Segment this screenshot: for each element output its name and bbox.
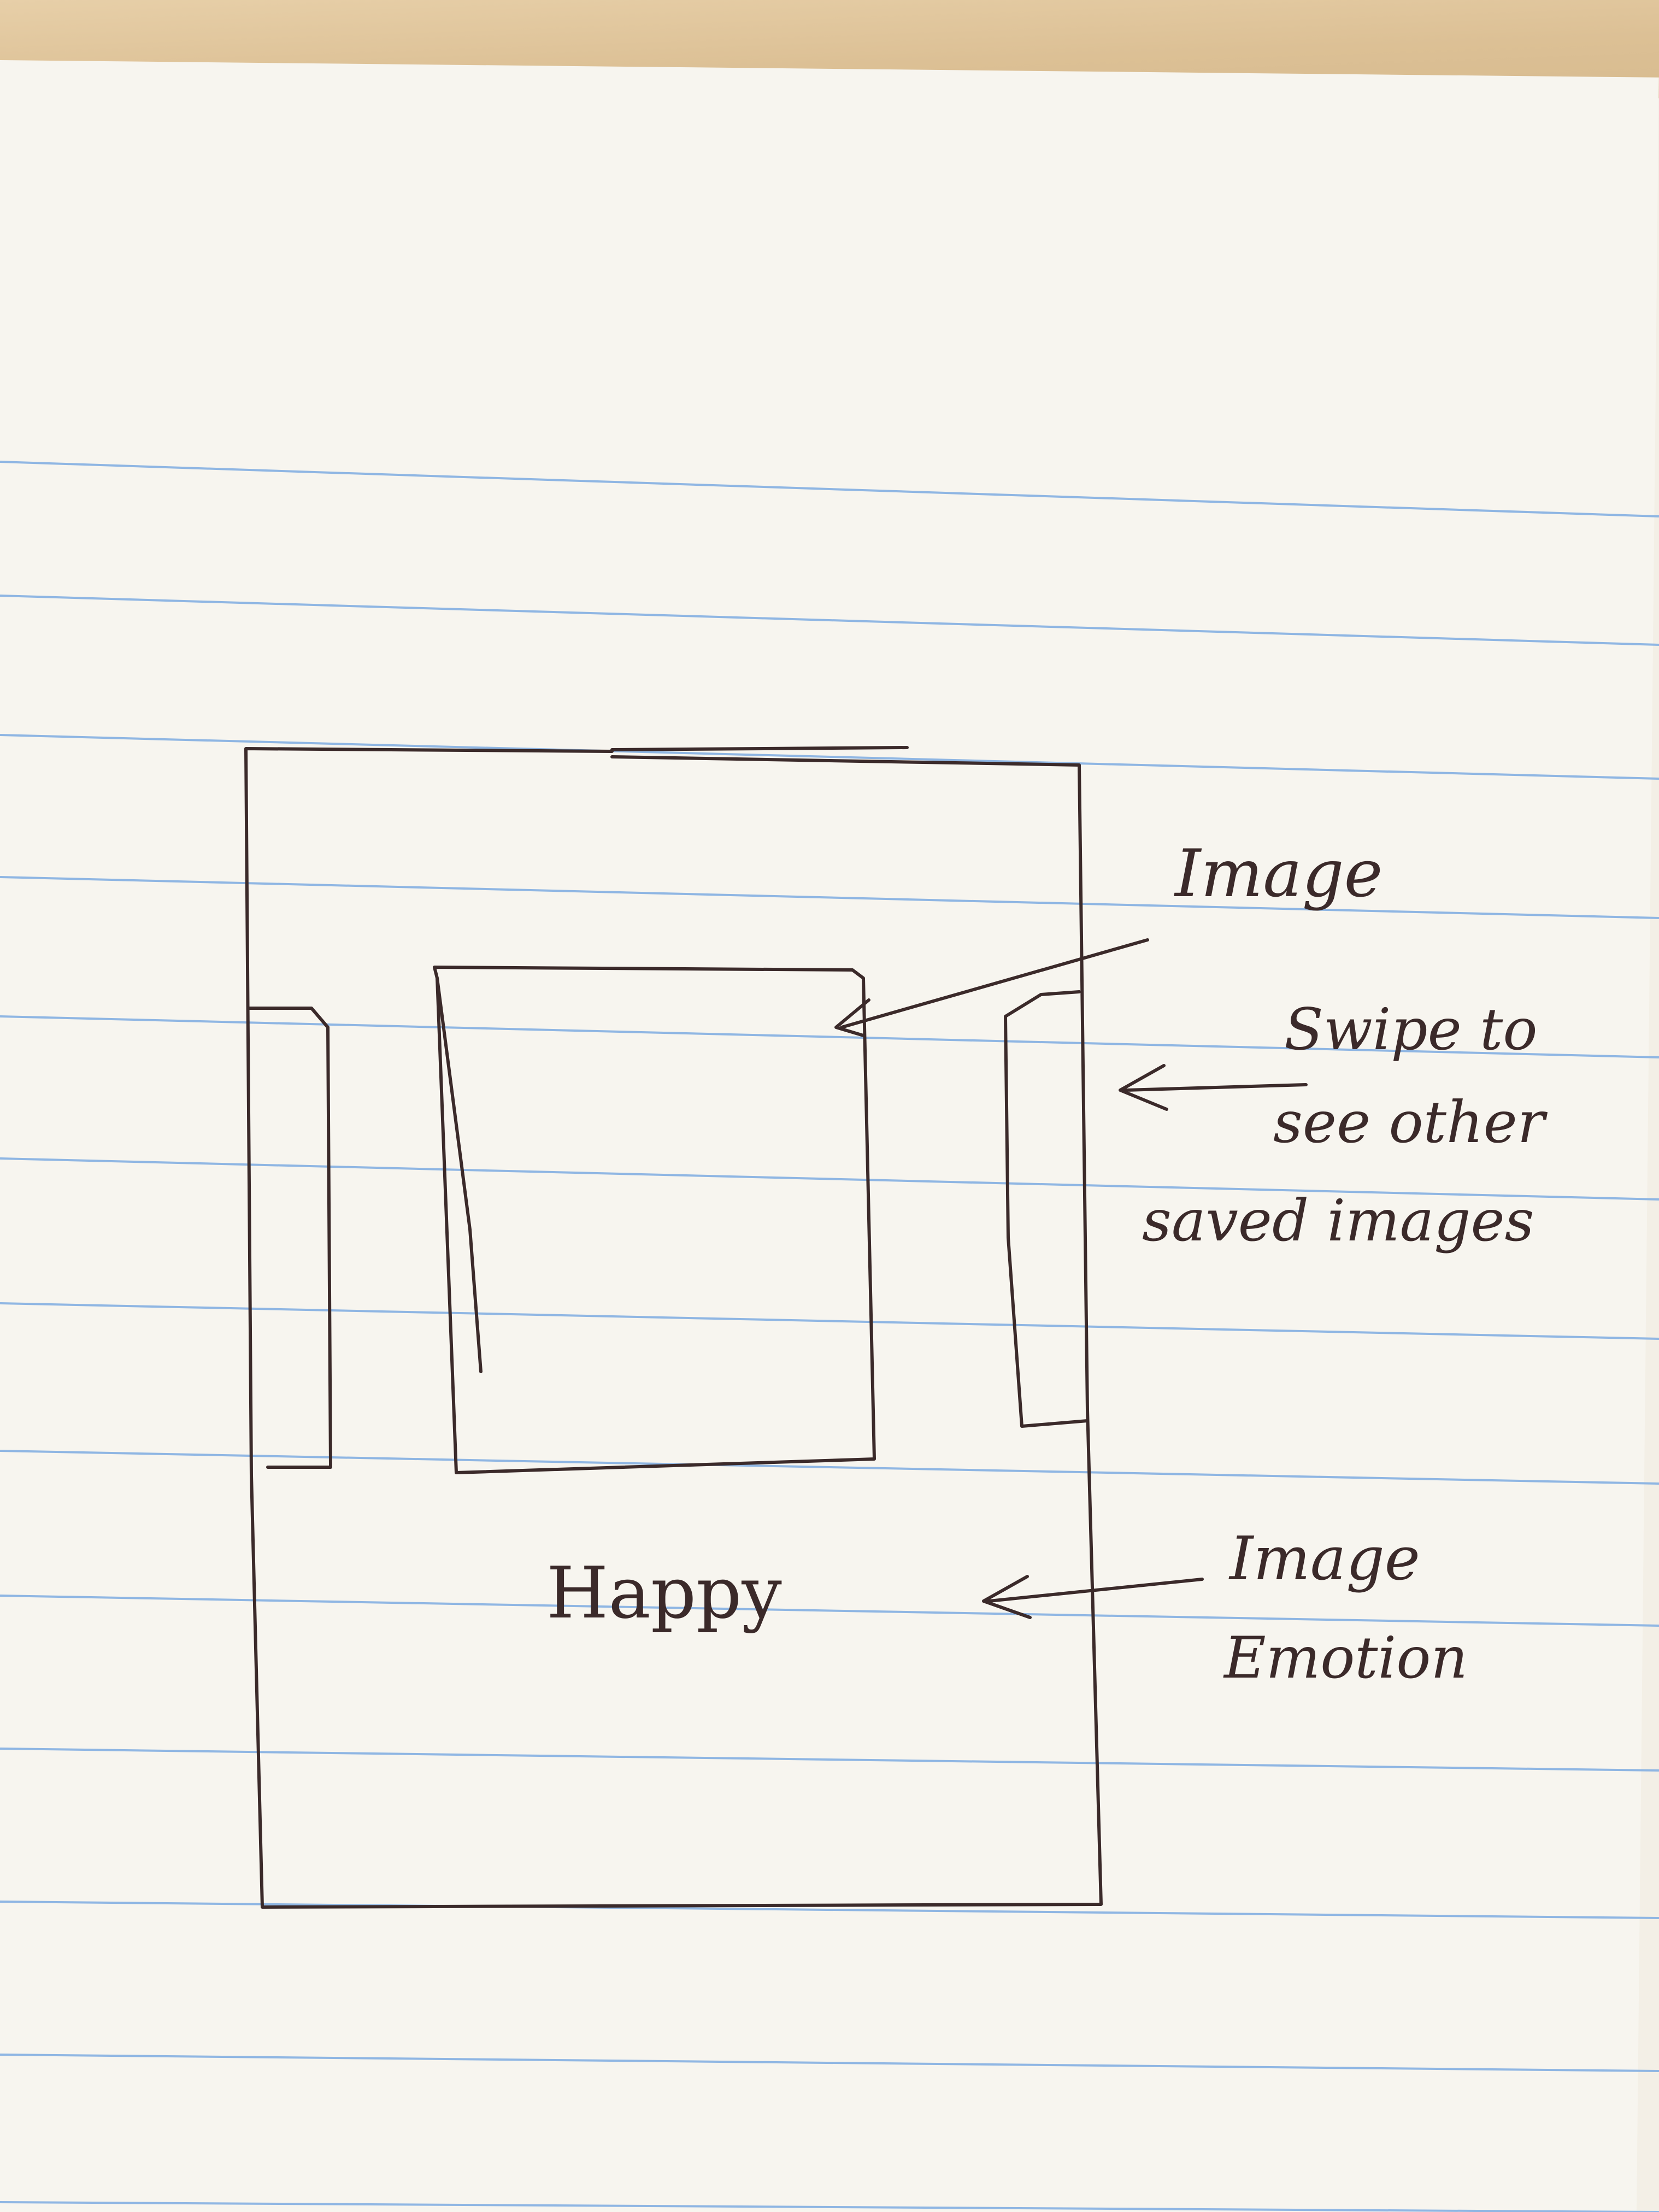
phone-outline — [244, 747, 1103, 1909]
ruled-line — [0, 1595, 1659, 1627]
arrow-to-swipe-head — [1119, 1064, 1168, 1111]
ruled-line — [0, 461, 1659, 517]
ruled-lines — [0, 461, 1659, 2212]
ruled-line — [0, 734, 1659, 780]
ruled-line — [0, 1015, 1659, 1058]
ruled-line — [0, 1450, 1659, 1485]
arrow-to-image-head — [834, 998, 870, 1037]
ruled-line — [0, 1302, 1659, 1340]
right-adjacent-card — [1004, 990, 1089, 1428]
phone-frame — [244, 746, 1103, 1909]
image-frame-fold — [436, 976, 483, 1373]
main-image-frame — [433, 966, 876, 1474]
arrow-to-emotion-shaft — [987, 1578, 1204, 1603]
arrow-to-emotion-head — [982, 1575, 1032, 1619]
annotation-emotion-line2: Emotion — [1223, 1625, 1468, 1691]
ruled-line — [0, 2054, 1659, 2072]
ruled-line — [0, 2201, 1659, 2212]
annotation-image-label: Image — [1174, 836, 1383, 912]
arrow-to-image-shaft — [840, 938, 1149, 1029]
image-frame-outline — [433, 966, 876, 1474]
ruled-line — [0, 876, 1659, 919]
ruled-line — [0, 1901, 1659, 1919]
annotation-swipe-line3: saved images — [1142, 1187, 1534, 1254]
ruled-line — [0, 1748, 1659, 1772]
annotation-emotion-line1: Image — [1228, 1523, 1420, 1593]
emotion-text: Happy — [546, 1551, 782, 1634]
annotation-swipe-line1: Swipe to — [1284, 996, 1538, 1063]
ruled-line — [0, 595, 1659, 646]
arrow-to-swipe-shaft — [1124, 1083, 1308, 1092]
left-adjacent-card — [247, 1007, 332, 1469]
phone-top-stroke — [610, 746, 909, 751]
ruled-line — [0, 1157, 1659, 1201]
annotation-swipe-line2: see other — [1273, 1089, 1548, 1156]
